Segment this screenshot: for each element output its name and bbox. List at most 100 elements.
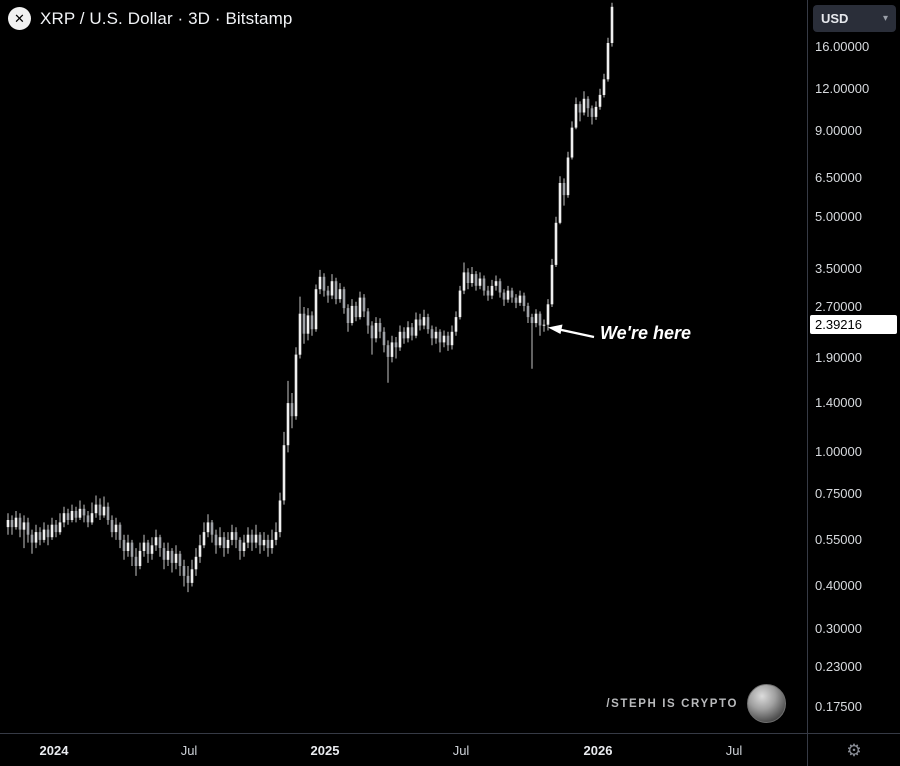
candlestick-chart-pane[interactable]: We're here (0, 0, 807, 733)
candle-body (398, 331, 402, 348)
candle-body (150, 545, 154, 554)
candle-body (394, 342, 398, 348)
candle-body (262, 539, 266, 546)
candle-body (590, 108, 594, 117)
time-axis[interactable]: 2024 Jul 2025 Jul 2026 Jul (0, 733, 807, 766)
candle-body (498, 281, 502, 293)
candle-body (354, 305, 358, 318)
candle-body (362, 297, 366, 312)
candle-body (170, 550, 174, 563)
candle-body (450, 331, 454, 346)
candle-body (446, 335, 450, 346)
candle-body (106, 506, 110, 520)
candle-body (78, 508, 82, 518)
candle-body (42, 529, 46, 540)
candle-body (178, 553, 182, 566)
price-tick-label: 9.00000 (815, 122, 862, 138)
candle-body (146, 542, 150, 554)
candle-body (322, 276, 326, 291)
candle-body (574, 104, 578, 128)
candle-body (154, 537, 158, 546)
candle-body (346, 308, 350, 323)
candle-body (598, 94, 602, 107)
price-axis[interactable]: USD ▾ 2.39216 16.00000 12.00000 9.00000 6.5… (807, 0, 900, 733)
candle-body (278, 500, 282, 533)
price-tick-label: 0.55000 (815, 531, 862, 547)
candle-body (610, 6, 614, 44)
chevron-down-icon: ▾ (882, 12, 888, 24)
candle-body (274, 532, 278, 540)
candle-body (494, 281, 498, 286)
candle-body (270, 539, 274, 549)
candle-body (290, 403, 294, 417)
candle-body (542, 324, 546, 326)
time-tick-label-2026: 2026 (583, 743, 613, 758)
candle-body (198, 545, 202, 557)
candle-body (250, 534, 254, 543)
candle-body (74, 511, 78, 518)
candle-body (390, 342, 394, 357)
candle-body (550, 264, 554, 305)
price-tick-label: 0.23000 (815, 659, 862, 675)
were-here-annotation[interactable]: We're here (548, 323, 691, 343)
candle-body (518, 295, 522, 303)
price-tick-label: 16.00000 (815, 38, 870, 54)
time-tick-label-jul: Jul (180, 743, 198, 758)
candle-body (238, 539, 242, 551)
candle-body (258, 534, 262, 546)
candle-body (266, 539, 270, 549)
candle-body (482, 278, 486, 291)
chart-title[interactable]: XRP / U.S. Dollar · 3D · Bitstamp (40, 8, 293, 28)
candle-body (318, 276, 322, 290)
candle-body (442, 335, 446, 343)
candle-body (162, 548, 166, 560)
candle-body (242, 542, 246, 551)
candle-body (10, 520, 14, 528)
candle-body (166, 550, 170, 560)
price-tick-label: 6.50000 (815, 170, 862, 186)
candle-body (58, 522, 62, 533)
candle-body (578, 104, 582, 113)
price-tick-label: 3.50000 (815, 261, 862, 277)
candle-body (342, 289, 346, 309)
candle-body (514, 297, 518, 303)
candle-body (202, 532, 206, 546)
candle-body (570, 127, 574, 158)
axis-corner: ⚙ (807, 733, 900, 766)
candle-body (402, 331, 406, 339)
candle-body (230, 532, 234, 540)
candle-body (586, 98, 590, 109)
candle-body (538, 313, 542, 326)
candle-body (406, 327, 410, 339)
candle-body (194, 556, 198, 570)
annotation-arrow-line[interactable] (556, 327, 595, 339)
annotation-text[interactable]: We're here (600, 323, 691, 343)
candle-body (34, 532, 38, 543)
price-tick-label: 0.40000 (815, 578, 862, 594)
candle-body (22, 522, 26, 530)
candle-body (602, 79, 606, 95)
candle-body (174, 553, 178, 563)
candle-body (98, 504, 102, 516)
candle-body (94, 504, 98, 514)
candle-body (470, 274, 474, 283)
candle-body (374, 323, 378, 339)
candle-body (546, 304, 550, 325)
time-tick-label-jul: Jul (725, 743, 743, 758)
candle-body (478, 278, 482, 286)
price-tick-label: 1.00000 (815, 444, 862, 460)
candle-body (182, 566, 186, 576)
candle-body (410, 327, 414, 336)
candle-body (142, 542, 146, 551)
candles-layer (6, 2, 614, 593)
candle-body (386, 345, 390, 357)
candle-body (306, 315, 310, 334)
candle-body (454, 317, 458, 332)
candle-body (326, 290, 330, 296)
settings-gear-icon[interactable]: ⚙ (846, 740, 862, 760)
candle-body (378, 323, 382, 332)
price-tick-label: 2.70000 (815, 299, 862, 315)
currency-dropdown[interactable]: USD ▾ (813, 5, 896, 32)
candle-body (350, 305, 354, 323)
